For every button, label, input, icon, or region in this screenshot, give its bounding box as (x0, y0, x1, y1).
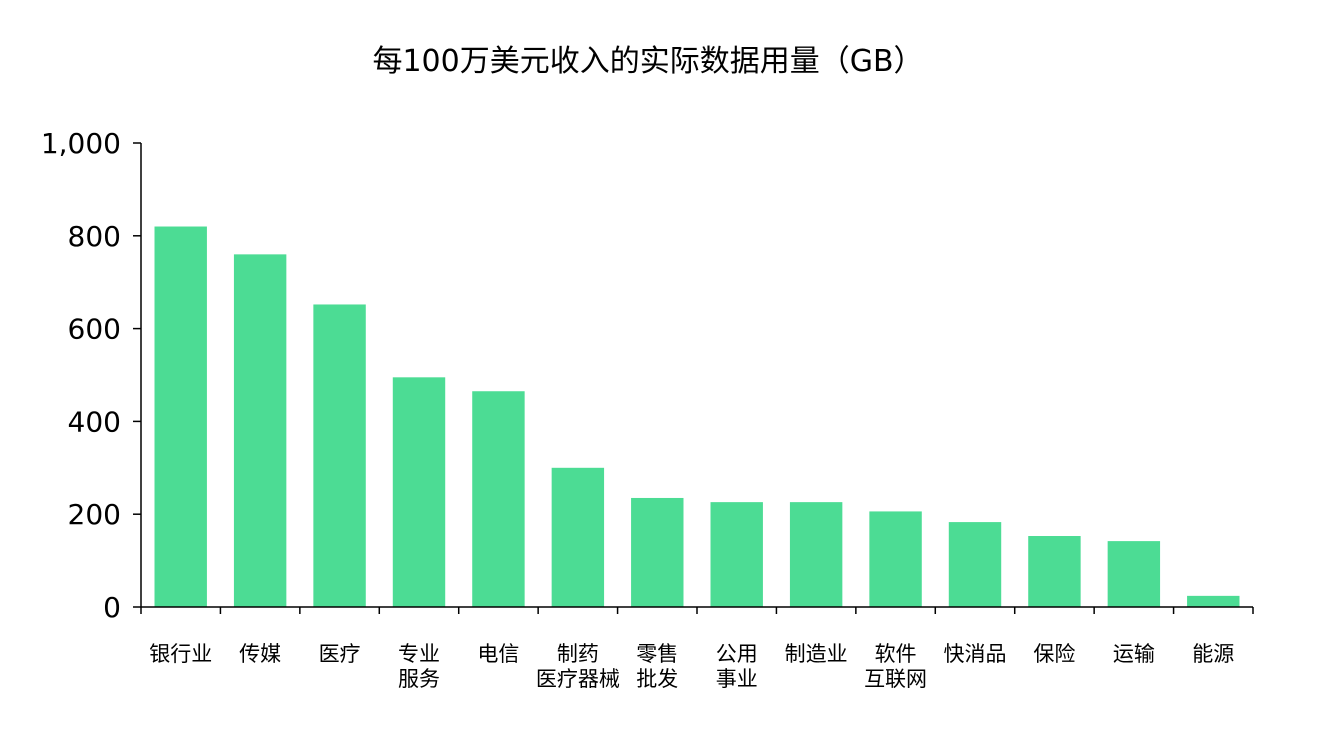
bar-5 (551, 467, 605, 607)
category-label: 互联网 (864, 667, 927, 691)
bar-2 (313, 304, 366, 607)
category-label: 专业 (398, 642, 440, 666)
category-label: 电信 (477, 642, 519, 666)
axes (140, 143, 1253, 608)
category-label: 公用 (716, 642, 758, 666)
category-label: 保险 (1033, 642, 1075, 666)
category-label: 医疗 (319, 642, 361, 666)
y-tick-label: 800 (68, 220, 121, 253)
bar-11 (1028, 536, 1081, 607)
bar-4 (472, 391, 525, 607)
y-tick-label: 0 (103, 591, 121, 624)
y-tick-label: 400 (68, 405, 121, 438)
category-label: 制造业 (785, 642, 848, 666)
category-label: 能源 (1192, 642, 1234, 666)
category-label: 快消品 (944, 642, 1007, 666)
bar-6 (631, 497, 684, 607)
category-label: 批发 (636, 667, 678, 691)
y-axis-ticks: 0 200 400 600 800 1,000 (41, 127, 141, 624)
category-label: 零售 (636, 642, 678, 666)
category-label: 运输 (1113, 642, 1155, 666)
y-tick-label: 600 (68, 313, 121, 346)
y-tick-label: 200 (68, 498, 121, 531)
y-tick-label: 1,000 (41, 127, 121, 160)
bar-13 (1187, 595, 1240, 607)
chart-title: 每100万美元收入的实际数据用量（GB） (372, 44, 924, 79)
bar-12 (1107, 541, 1161, 607)
category-label: 软件 (875, 642, 917, 666)
bar-1 (233, 254, 287, 608)
bars-layer (154, 226, 1240, 608)
category-label: 医疗器械 (536, 667, 620, 691)
category-label: 制药 (557, 642, 599, 666)
x-axis-ticks (140, 607, 1254, 614)
bar-3 (392, 377, 446, 607)
category-label: 事业 (716, 667, 758, 691)
bar-0 (154, 226, 207, 607)
bar-7 (710, 502, 763, 607)
bar-9 (869, 511, 922, 607)
bar-8 (789, 502, 843, 607)
bar-10 (948, 522, 1002, 607)
category-label: 传媒 (239, 642, 281, 666)
category-label: 银行业 (149, 642, 212, 666)
category-label: 服务 (398, 667, 440, 691)
